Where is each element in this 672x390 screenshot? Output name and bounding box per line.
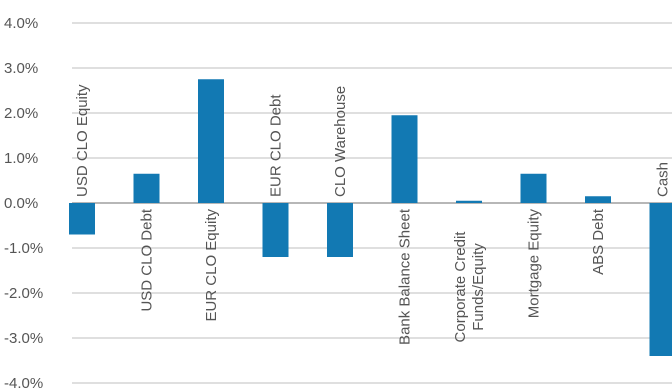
y-tick-label: -2.0% [4,285,43,302]
category-label: Bank Balance Sheet [397,208,414,345]
category-label: Cash [655,162,672,197]
bar [585,196,611,203]
bar [520,173,547,203]
bar [198,79,224,203]
category-label: USD CLO Equity [74,84,91,197]
y-tick-label: -1.0% [4,240,43,257]
category-label: ABS Debt [590,208,607,275]
y-tick-label: 3.0% [4,60,38,77]
y-axis-tick-labels: 4.0% 3.0% 2.0% 1.0% 0.0% -1.0% -2.0% -3.0% -4.0% [4,15,43,390]
bar [391,115,418,203]
y-tick-label: 1.0% [4,150,38,167]
category-labels: USD CLO Equity USD CLO Debt EUR CLO Equity… [74,84,672,345]
y-tick-label: 0.0% [4,195,38,212]
category-label: EUR CLO Debt [268,94,285,197]
y-tick-label: 2.0% [4,105,38,122]
y-tick-label: -4.0% [4,375,43,390]
bar [262,203,289,257]
y-tick-label: -3.0% [4,330,43,347]
category-label: USD CLO Debt [139,208,156,311]
category-label: CLO Warehouse [332,86,349,197]
bar [649,203,672,356]
bar [327,203,353,257]
category-label: Mortgage Equity [526,209,543,319]
category-label: EUR CLO Equity [203,209,220,322]
bars [69,79,672,356]
bar [456,200,482,203]
gridlines [72,22,672,384]
y-tick-label: 4.0% [4,15,38,32]
bar [69,203,95,235]
bar [133,173,160,203]
category-label: Corporate CreditFunds/Equity [452,231,487,343]
